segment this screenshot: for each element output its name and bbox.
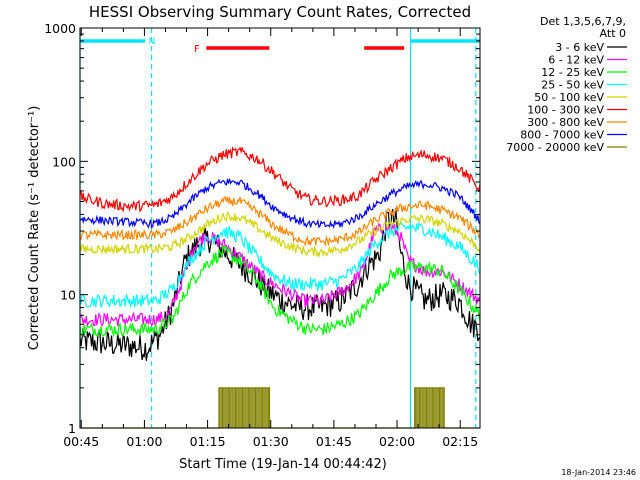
plot-timestamp: 18-Jan-2014 23:46 [561,468,636,477]
x-tick-label: 01:00 [126,434,162,449]
legend-header-line-2: Att 0 [600,27,626,40]
x-tick-label: 01:30 [253,434,289,449]
x-axis-label: Start Time (19-Jan-14 00:44:42) [179,457,387,472]
y-tick-label: 100 [52,154,76,169]
y-tick-label: 10 [60,288,76,303]
legend-label: 25 - 50 keV [541,79,604,92]
nighttime-label: N [149,37,156,47]
legend-label: 800 - 7000 keV [520,129,604,142]
series-line-1 [79,207,481,361]
series-line-5 [79,211,481,259]
series-burst-fill [218,387,444,428]
series-line-7 [79,196,481,247]
plot-frame [79,27,481,429]
series-line-3 [79,244,481,338]
x-tick-label: 02:15 [442,434,478,449]
plot-area-border [79,27,481,429]
legend-label: 3 - 6 keV [555,41,604,54]
chart-title: HESSI Observing Summary Count Rates, Cor… [89,3,471,21]
y-tick-label: 1 [68,421,76,436]
y-axis-label: Corrected Count Rate (s⁻¹ detector⁻¹) [27,106,42,351]
legend-label: 12 - 25 keV [541,66,604,79]
legend-header-line-1: Det 1,3,5,6,7,9, [540,15,626,28]
legend-label: 300 - 800 keV [527,116,604,129]
x-axis: 00:45 01:00 01:15 01:30 01:45 02:00 02:15 [63,28,478,449]
x-tick-label: 01:15 [190,434,226,449]
y-tick-label: 1000 [44,21,76,36]
legend-label: 100 - 300 keV [527,104,604,117]
legend-label: 6 - 12 keV [548,54,604,67]
x-tick-label: 02:00 [379,434,415,449]
x-tick-label: 01:45 [316,434,352,449]
y-axis: 1 10 100 1000 [44,21,480,436]
x-tick-label: 00:45 [63,434,99,449]
series-line-6 [79,146,481,213]
legend-label: 50 - 100 keV [534,91,604,104]
series-line-2 [79,222,481,329]
flare-label: F [194,44,200,55]
legend-label: 7000 - 20000 keV [506,141,604,154]
series-line-8 [79,177,481,230]
series-line-4 [79,221,481,308]
